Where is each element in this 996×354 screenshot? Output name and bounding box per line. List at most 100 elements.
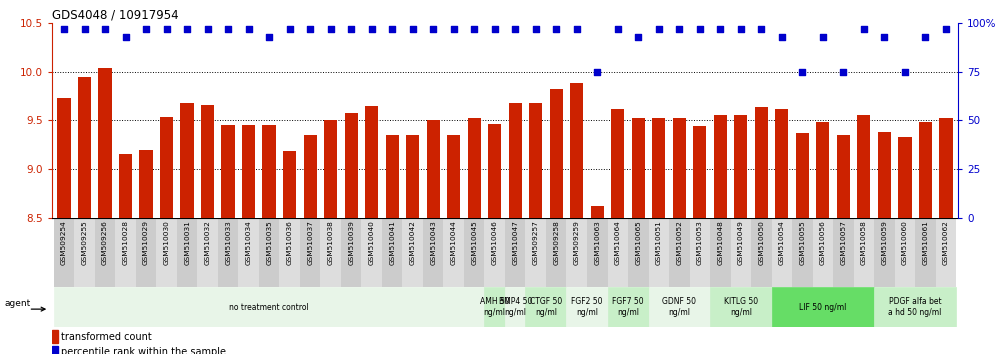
Bar xyxy=(52,331,59,343)
Point xyxy=(384,26,400,32)
Point xyxy=(446,26,462,32)
Point xyxy=(815,34,831,40)
Bar xyxy=(280,218,300,287)
Point xyxy=(610,26,625,32)
Point xyxy=(836,69,852,74)
Bar xyxy=(567,287,608,327)
Bar xyxy=(54,218,75,287)
Text: CTGF 50
ng/ml: CTGF 50 ng/ml xyxy=(530,297,562,317)
Bar xyxy=(570,83,584,218)
Bar xyxy=(526,287,567,327)
Bar xyxy=(505,218,526,287)
Text: GSM510047: GSM510047 xyxy=(512,220,518,265)
Bar xyxy=(259,218,280,287)
Bar xyxy=(591,206,604,218)
Bar xyxy=(918,122,932,218)
Bar xyxy=(238,218,259,287)
Bar xyxy=(443,218,464,287)
Bar xyxy=(648,287,710,327)
Text: GSM510038: GSM510038 xyxy=(328,220,334,265)
Bar xyxy=(894,218,915,287)
Text: GSM510039: GSM510039 xyxy=(349,220,355,265)
Point xyxy=(528,26,544,32)
Bar xyxy=(484,287,505,327)
Bar xyxy=(509,103,522,218)
Point xyxy=(856,26,872,32)
Bar xyxy=(874,218,894,287)
Bar xyxy=(156,218,177,287)
Text: KITLG 50
ng/ml: KITLG 50 ng/ml xyxy=(724,297,758,317)
Text: GSM510043: GSM510043 xyxy=(430,220,436,264)
Bar xyxy=(587,218,608,287)
Text: GSM510063: GSM510063 xyxy=(595,220,601,264)
Text: GSM509255: GSM509255 xyxy=(82,220,88,264)
Point xyxy=(138,26,154,32)
Bar xyxy=(505,287,526,327)
Bar xyxy=(119,154,132,218)
Bar xyxy=(381,218,402,287)
Point xyxy=(364,26,379,32)
Point xyxy=(753,26,769,32)
Bar xyxy=(631,119,645,218)
Bar xyxy=(304,135,317,218)
Point xyxy=(712,26,728,32)
Text: GSM510048: GSM510048 xyxy=(717,220,723,265)
Text: GSM510029: GSM510029 xyxy=(143,220,149,265)
Text: GSM510061: GSM510061 xyxy=(922,220,928,265)
Bar xyxy=(406,135,419,218)
Point xyxy=(630,34,646,40)
Bar xyxy=(710,218,730,287)
Text: GSM510064: GSM510064 xyxy=(615,220,621,264)
Bar xyxy=(426,120,440,218)
Text: GSM510037: GSM510037 xyxy=(307,220,313,265)
Point xyxy=(241,26,257,32)
Text: GSM510036: GSM510036 xyxy=(287,220,293,264)
Bar xyxy=(177,218,197,287)
Bar xyxy=(713,115,727,218)
Bar xyxy=(402,218,423,287)
Point xyxy=(425,26,441,32)
Text: GSM510033: GSM510033 xyxy=(225,220,231,264)
Bar xyxy=(95,218,116,287)
Bar xyxy=(546,218,567,287)
Point xyxy=(938,26,954,32)
Point xyxy=(507,26,523,32)
Text: GSM510041: GSM510041 xyxy=(389,220,395,265)
Bar xyxy=(321,218,341,287)
Bar xyxy=(837,135,850,218)
Point xyxy=(774,34,790,40)
Text: percentile rank within the sample: percentile rank within the sample xyxy=(61,348,225,354)
Text: GSM510059: GSM510059 xyxy=(881,220,887,265)
Bar xyxy=(693,126,706,218)
Bar xyxy=(751,218,772,287)
Bar xyxy=(648,218,669,287)
Point xyxy=(795,69,811,74)
Bar xyxy=(898,137,911,218)
Bar xyxy=(816,122,830,218)
Bar xyxy=(54,287,484,327)
Bar xyxy=(201,105,214,218)
Text: GSM510034: GSM510034 xyxy=(246,220,252,264)
Text: GSM510030: GSM510030 xyxy=(163,220,169,265)
Text: GSM510057: GSM510057 xyxy=(841,220,847,265)
Text: GSM510044: GSM510044 xyxy=(451,220,457,264)
Bar xyxy=(529,103,543,218)
Bar xyxy=(612,109,624,218)
Bar xyxy=(939,119,952,218)
Bar xyxy=(116,218,135,287)
Bar xyxy=(99,68,112,218)
Bar xyxy=(58,98,71,218)
Point xyxy=(569,26,585,32)
Bar xyxy=(423,218,443,287)
Bar xyxy=(567,218,587,287)
Bar xyxy=(324,120,338,218)
Bar xyxy=(755,107,768,218)
Bar xyxy=(78,76,92,218)
Bar xyxy=(689,218,710,287)
Bar xyxy=(345,113,358,218)
Bar xyxy=(526,218,546,287)
Bar xyxy=(550,89,563,218)
Bar xyxy=(135,218,156,287)
Bar xyxy=(608,218,628,287)
Bar xyxy=(467,119,481,218)
